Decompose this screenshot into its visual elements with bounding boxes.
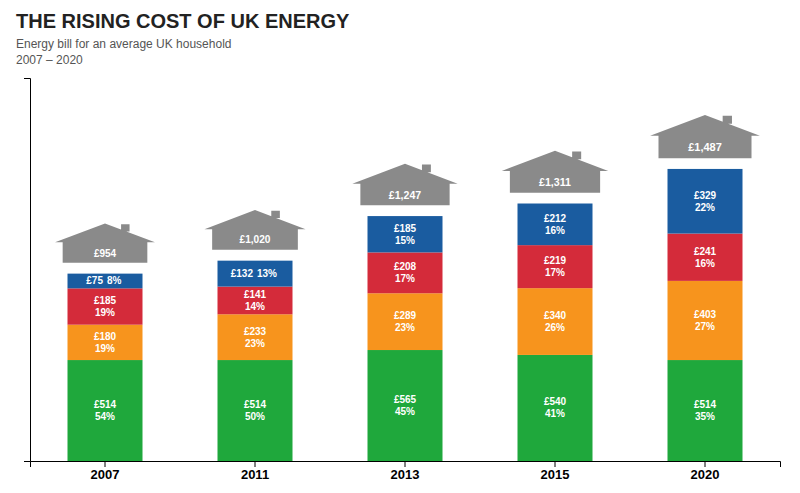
bar	[218, 287, 293, 315]
bar	[368, 350, 443, 461]
share-label: 26%	[545, 322, 565, 333]
bar	[368, 216, 443, 252]
value-label: £132	[231, 268, 254, 279]
share-label: 19%	[95, 343, 115, 354]
labels: £954£1,020£1,247£1,311£1,487£51454%£5145…	[86, 141, 722, 422]
bar	[68, 325, 143, 360]
value-label: £180	[94, 331, 117, 342]
value-label: £185	[394, 223, 417, 234]
value-label: £403	[694, 309, 717, 320]
share-label: 35%	[695, 411, 715, 422]
share-label: 17%	[545, 267, 565, 278]
share-label: 19%	[95, 307, 115, 318]
bar	[68, 274, 143, 289]
house	[204, 210, 305, 250]
x-tick: 2007	[91, 461, 120, 482]
share-label: 8%	[107, 275, 122, 286]
x-tick-label: 2020	[691, 467, 720, 482]
bar	[218, 314, 293, 360]
total-label: £1,487	[688, 141, 722, 153]
share-label: 54%	[95, 411, 115, 422]
share-label: 16%	[545, 225, 565, 236]
x-tick-label: 2013	[391, 467, 420, 482]
subtitle: Energy bill for an average UK household2…	[16, 37, 231, 67]
value-label: £219	[544, 255, 567, 266]
bar	[518, 288, 593, 355]
x-tick-mark	[255, 461, 256, 467]
x-tick-mark	[555, 461, 556, 467]
value-label: £233	[244, 326, 267, 337]
bar	[68, 360, 143, 461]
x-tick-mark	[105, 461, 106, 467]
share-label: 17%	[395, 273, 415, 284]
value-label: £208	[394, 261, 417, 272]
bar	[668, 234, 743, 281]
share-label: 45%	[395, 406, 415, 417]
x-tick-mark	[405, 461, 406, 467]
bar	[218, 261, 293, 287]
bar	[518, 245, 593, 288]
bar	[668, 360, 743, 461]
bar	[218, 360, 293, 461]
house	[650, 115, 760, 158]
bar	[68, 288, 143, 324]
share-label: 41%	[545, 408, 565, 419]
share-label: 27%	[695, 321, 715, 332]
total-label: £1,311	[539, 176, 571, 188]
chart: THE RISING COST OF UK ENERGY Energy bill …	[0, 0, 800, 493]
share-label: 15%	[395, 235, 415, 246]
value-label: £241	[694, 246, 717, 257]
share-label: 13%	[257, 268, 277, 279]
x-tick-label: 2015	[541, 467, 570, 482]
x-tick: 2015	[541, 461, 570, 482]
total-label: £1,247	[389, 189, 421, 201]
share-label: 23%	[395, 322, 415, 333]
bar	[368, 252, 443, 293]
plot-area	[55, 115, 760, 461]
houses	[55, 115, 760, 263]
value-label: £514	[94, 399, 117, 410]
bar-series	[68, 350, 743, 461]
x-tick: 2013	[391, 461, 420, 482]
value-label: £212	[544, 213, 567, 224]
x-tick: 2011	[241, 461, 269, 482]
x-tick: 2020	[691, 461, 720, 482]
share-label: 50%	[245, 411, 265, 422]
value-label: £185	[94, 295, 117, 306]
bar	[668, 281, 743, 360]
x-tick-mark	[705, 461, 706, 467]
x-tick-label: 2007	[91, 467, 120, 482]
x-axis-line	[31, 462, 781, 468]
value-label: £540	[544, 396, 567, 407]
title: THE RISING COST OF UK ENERGY	[16, 10, 350, 32]
total-label: £954	[94, 248, 117, 259]
value-label: £565	[394, 394, 417, 405]
share-label: 23%	[245, 338, 265, 349]
house	[55, 223, 155, 262]
x-tick-label: 2011	[241, 467, 269, 482]
bar	[368, 293, 443, 350]
y-axis	[24, 79, 31, 462]
value-label: £514	[694, 399, 717, 410]
share-label: 22%	[695, 202, 715, 213]
value-label: £514	[244, 399, 267, 410]
house	[502, 151, 608, 193]
value-label: £75	[86, 275, 103, 286]
value-label: £329	[694, 190, 717, 201]
share-label: 14%	[245, 301, 265, 312]
x-axis: 2007 2011 2013 2015 2020	[31, 461, 781, 482]
bar	[518, 355, 593, 461]
house	[352, 164, 457, 205]
value-label: £340	[544, 310, 567, 321]
share-label: 16%	[695, 258, 715, 269]
y-axis-line	[24, 79, 31, 462]
bar	[668, 169, 743, 234]
total-label: £1,020	[240, 234, 271, 245]
value-label: £141	[244, 289, 267, 300]
value-label: £289	[394, 310, 417, 321]
bar	[518, 204, 593, 246]
